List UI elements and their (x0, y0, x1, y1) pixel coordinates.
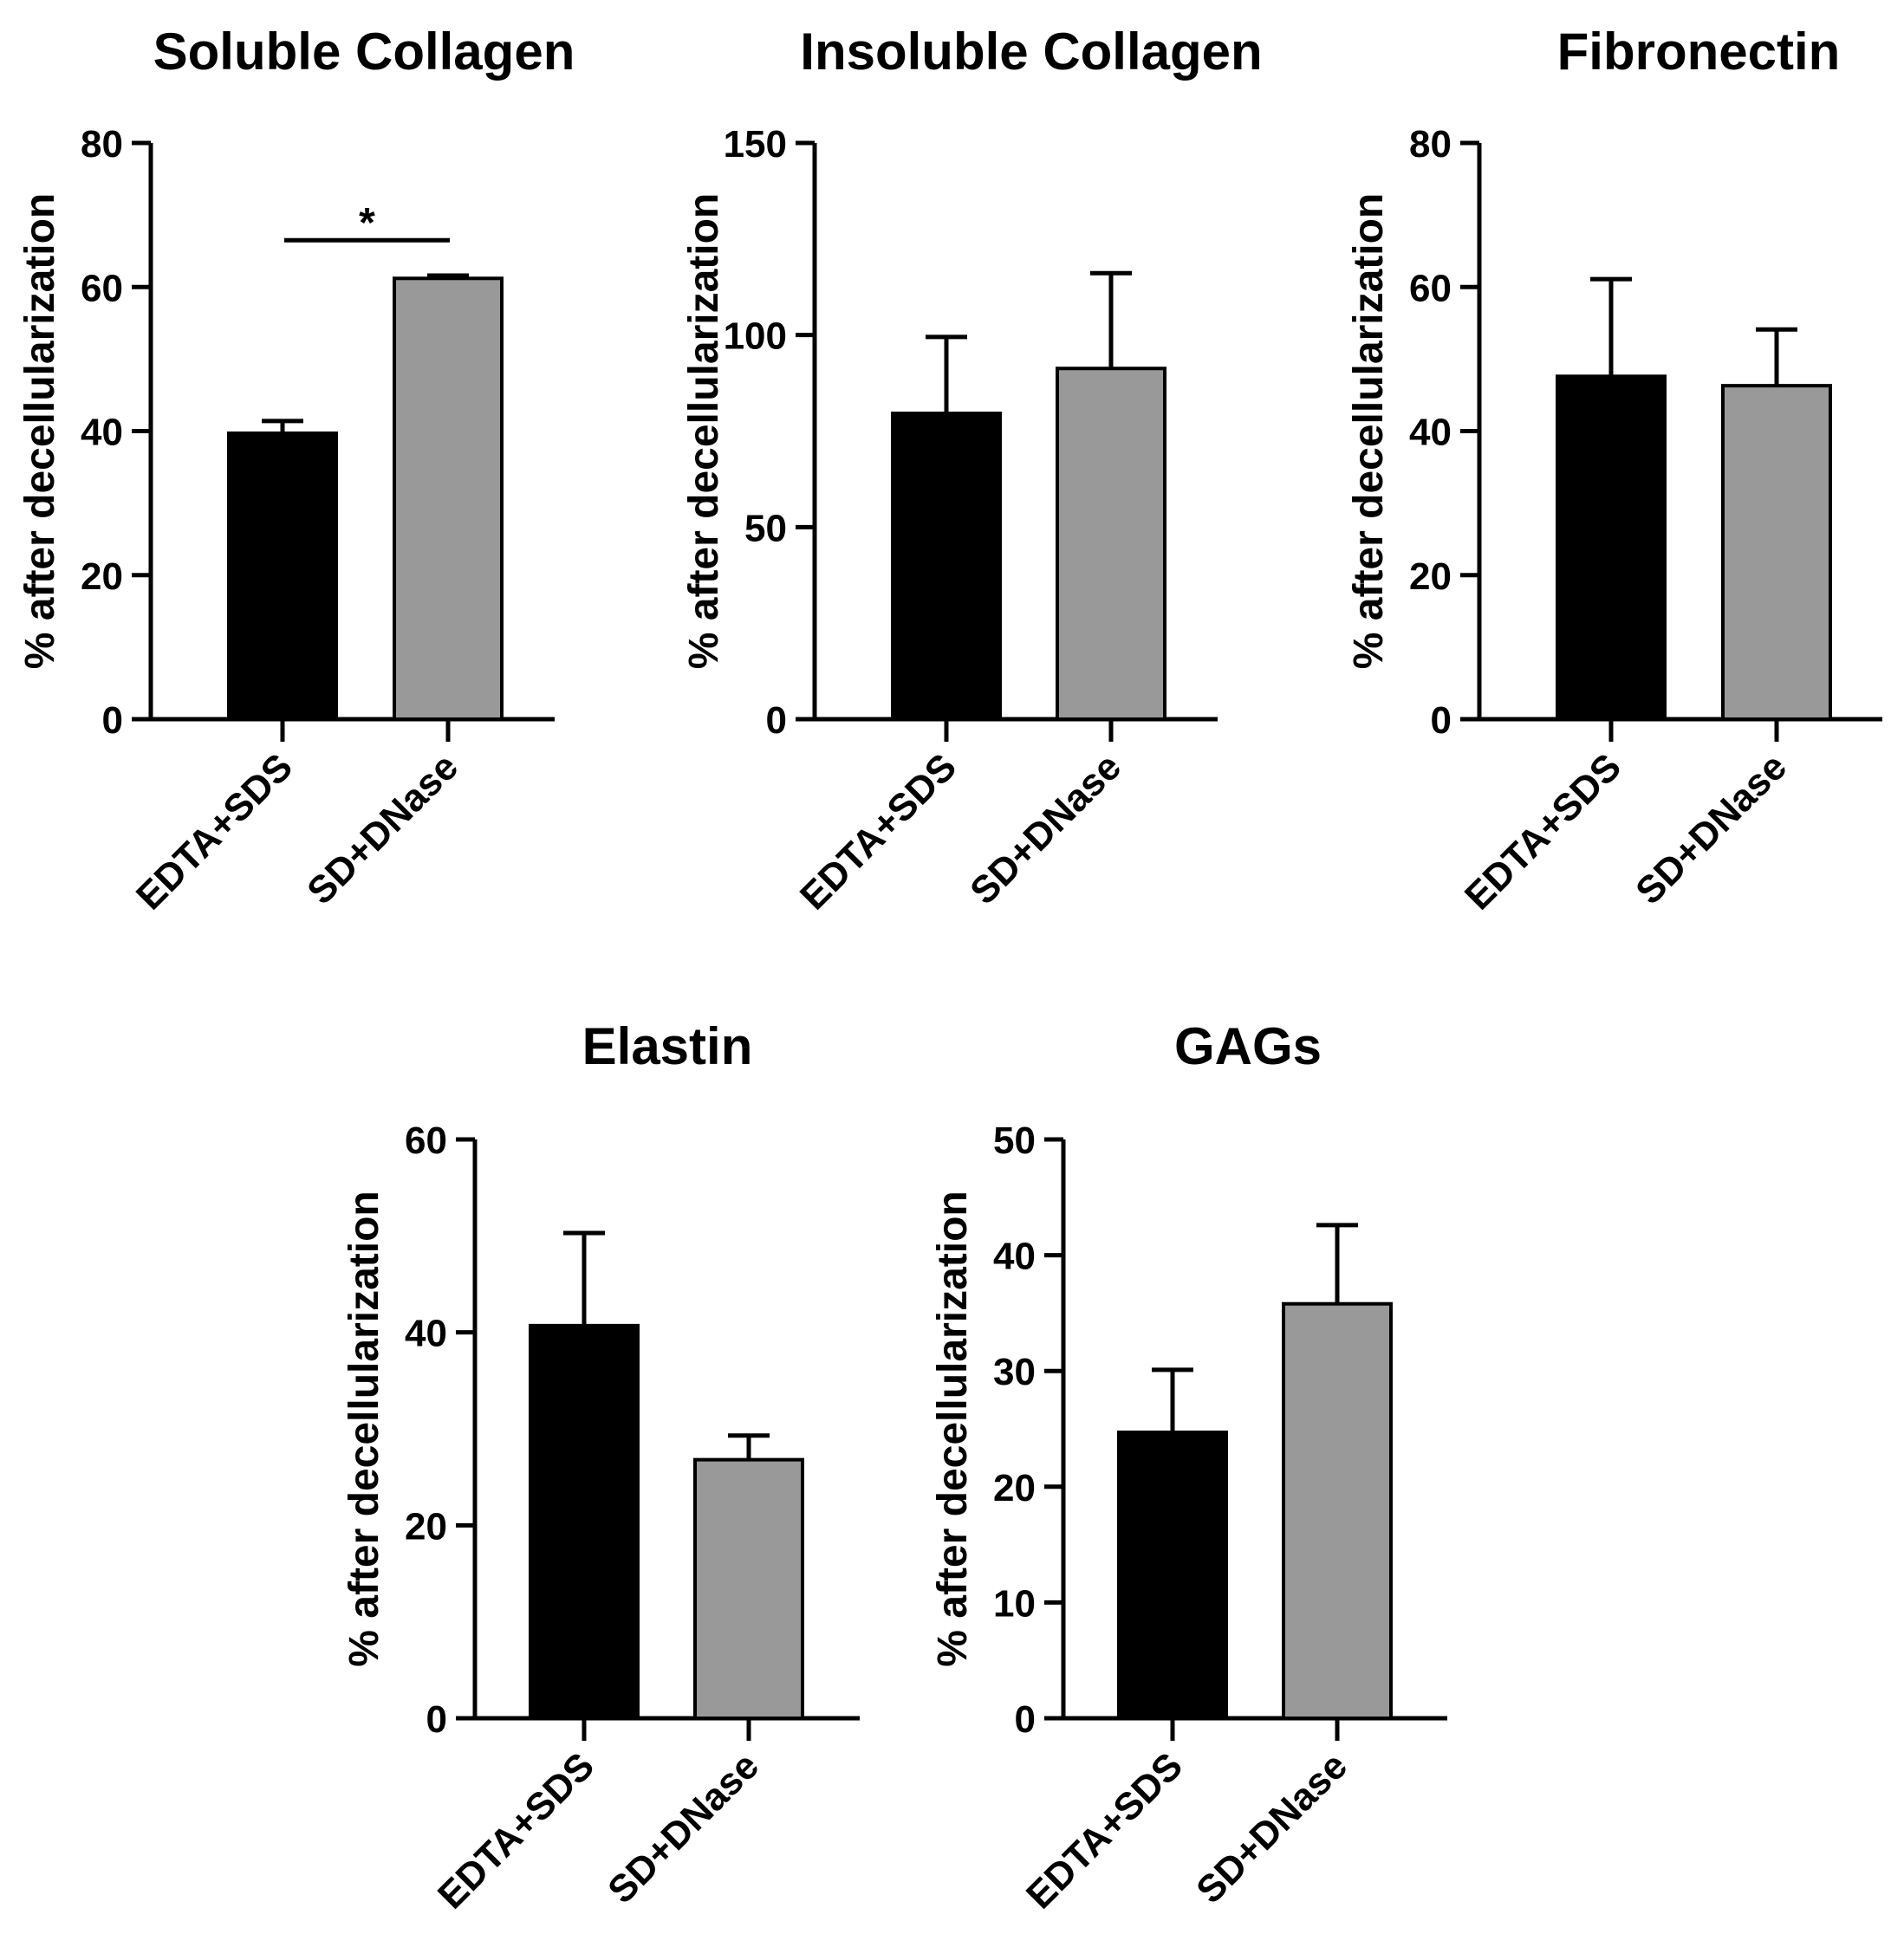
y-tick-label: 150 (724, 123, 787, 165)
y-tick-label: 100 (724, 315, 787, 358)
y-tick-label: 0 (1431, 699, 1452, 742)
y-tick-label: 50 (993, 1120, 1036, 1162)
bar-edta-sds (1117, 1431, 1228, 1721)
y-tick-label: 40 (993, 1236, 1036, 1278)
bar-sd-dnase (693, 1457, 804, 1721)
y-axis-title: % after decellularization (1346, 193, 1392, 670)
x-tick-label-sd-dnase: SD+DNase (1188, 1744, 1355, 1911)
bar-sd-dnase (1282, 1301, 1393, 1721)
y-tick-label: 60 (81, 267, 123, 309)
y-tick-label: 10 (993, 1582, 1036, 1625)
bar-edta-sds (529, 1323, 640, 1720)
y-tick-label: 30 (993, 1351, 1036, 1393)
chart-title: Soluble Collagen (153, 23, 575, 81)
y-axis-title: % after decellularization (930, 1191, 976, 1667)
bar-sd-dnase (1056, 367, 1166, 721)
x-tick-label-edta-sds: EDTA+SDS (792, 745, 965, 918)
y-tick-label: 20 (405, 1505, 447, 1548)
y-tick-label: 60 (1409, 267, 1452, 309)
y-tick-label: 40 (81, 412, 123, 454)
y-tick-label: 0 (1015, 1698, 1036, 1741)
bar-sd-dnase (393, 276, 504, 721)
y-tick-label: 40 (1409, 412, 1452, 454)
chart-fibronectin: Fibronectin % after decellularization 0 20 4… (1346, 23, 1882, 918)
y-axis-title: % after decellularization (341, 1191, 387, 1667)
y-tick-label: 80 (81, 123, 123, 165)
bar-edta-sds (227, 431, 338, 721)
y-tick-label: 20 (993, 1467, 1036, 1509)
chart-soluble-collagen: Soluble Collagen % after decellularizatio… (17, 23, 575, 918)
y-tick-label: 50 (744, 507, 787, 549)
chart-title: Insoluble Collagen (800, 23, 1262, 81)
y-axis-title: % after decellularization (681, 193, 727, 670)
chart-elastin: Elastin % after decellularization 0 20 40 60 E… (341, 1017, 860, 1918)
y-tick-label: 80 (1409, 123, 1452, 165)
x-tick-label-sd-dnase: SD+DNase (962, 745, 1129, 912)
y-tick-label: 60 (405, 1120, 447, 1162)
significance-label: * (359, 200, 375, 246)
bar-edta-sds (1556, 374, 1667, 721)
y-axis-title: % after decellularization (17, 193, 63, 670)
y-tick-label: 0 (102, 699, 123, 742)
y-tick-label: 0 (426, 1698, 447, 1741)
x-tick-label-edta-sds: EDTA+SDS (1457, 745, 1629, 918)
y-tick-label: 20 (1409, 555, 1452, 598)
bar-sd-dnase (1721, 384, 1832, 721)
x-tick-label-sd-dnase: SD+DNase (600, 1744, 767, 1911)
chart-title: Elastin (582, 1017, 753, 1075)
x-tick-label-edta-sds: EDTA+SDS (430, 1744, 602, 1917)
x-tick-label-sd-dnase: SD+DNase (299, 745, 466, 912)
x-tick-label-edta-sds: EDTA+SDS (1018, 1744, 1191, 1917)
y-tick-label: 20 (81, 555, 123, 598)
chart-title: Fibronectin (1557, 23, 1841, 81)
chart-insoluble-collagen: Insoluble Collagen % after decellularizat… (681, 23, 1263, 918)
x-tick-label-sd-dnase: SD+DNase (1628, 745, 1795, 912)
chart-title: GAGs (1174, 1017, 1322, 1075)
bar-edta-sds (891, 412, 1002, 721)
y-tick-label: 0 (766, 699, 787, 742)
y-tick-label: 40 (405, 1313, 447, 1355)
x-tick-label-edta-sds: EDTA+SDS (128, 745, 301, 918)
chart-gags: GAGs % after decellularization 0 10 20 30 40 50… (930, 1017, 1447, 1918)
